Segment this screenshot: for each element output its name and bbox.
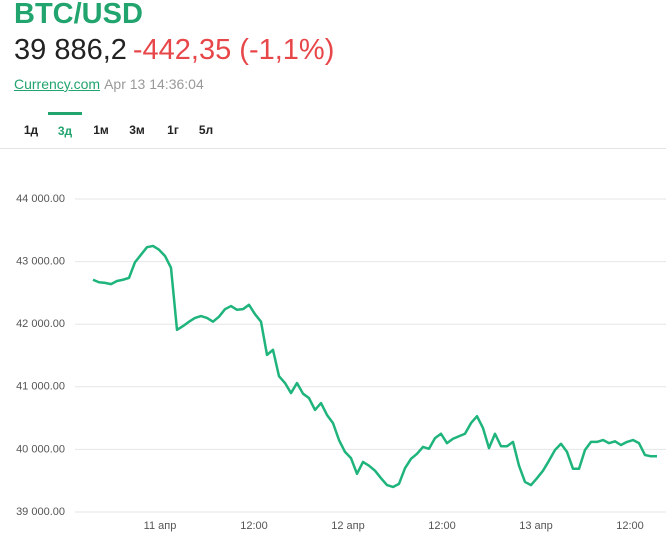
price-line: 39 886,2 -442,35 (-1,1%) <box>14 34 334 67</box>
tab[interactable]: 5л <box>198 123 214 137</box>
y-tick-label: 43 000.00 <box>16 256 65 268</box>
x-tick-label: 12:00 <box>616 520 644 532</box>
y-tick-label: 42 000.00 <box>16 318 65 330</box>
x-tick-label: 12 апр <box>331 520 364 532</box>
y-tick-label: 39 000.00 <box>16 506 65 518</box>
tab[interactable]: 3м <box>129 123 145 137</box>
price: 39 886,2 <box>14 34 127 66</box>
tab-bar: 1д 3д 1м 3м 1г 5л <box>0 112 666 149</box>
y-tick-label: 41 000.00 <box>16 381 65 393</box>
change: -442,35 (-1,1%) <box>132 34 335 66</box>
timestamp: Apr 13 14:36:04 <box>104 76 204 92</box>
tab[interactable]: 1м <box>93 123 109 137</box>
x-tick-label: 11 апр <box>144 520 177 532</box>
y-tick-label: 44 000.00 <box>16 193 65 205</box>
symbol: BTC/USD <box>14 0 143 30</box>
y-tick-label: 40 000.00 <box>16 443 65 455</box>
tab[interactable]: 1д <box>23 123 39 137</box>
source-link[interactable]: Currency.com <box>14 76 101 92</box>
tab[interactable]: 1г <box>167 123 179 137</box>
source-line: Currency.com Apr 13 14:36:04 <box>14 76 204 92</box>
x-tick-label: 12:00 <box>240 520 268 532</box>
price-line <box>92 244 657 489</box>
x-tick-label: 12:00 <box>428 520 456 532</box>
x-tick-label: 13 апр <box>519 520 552 532</box>
tab[interactable]: 3д <box>48 112 82 151</box>
